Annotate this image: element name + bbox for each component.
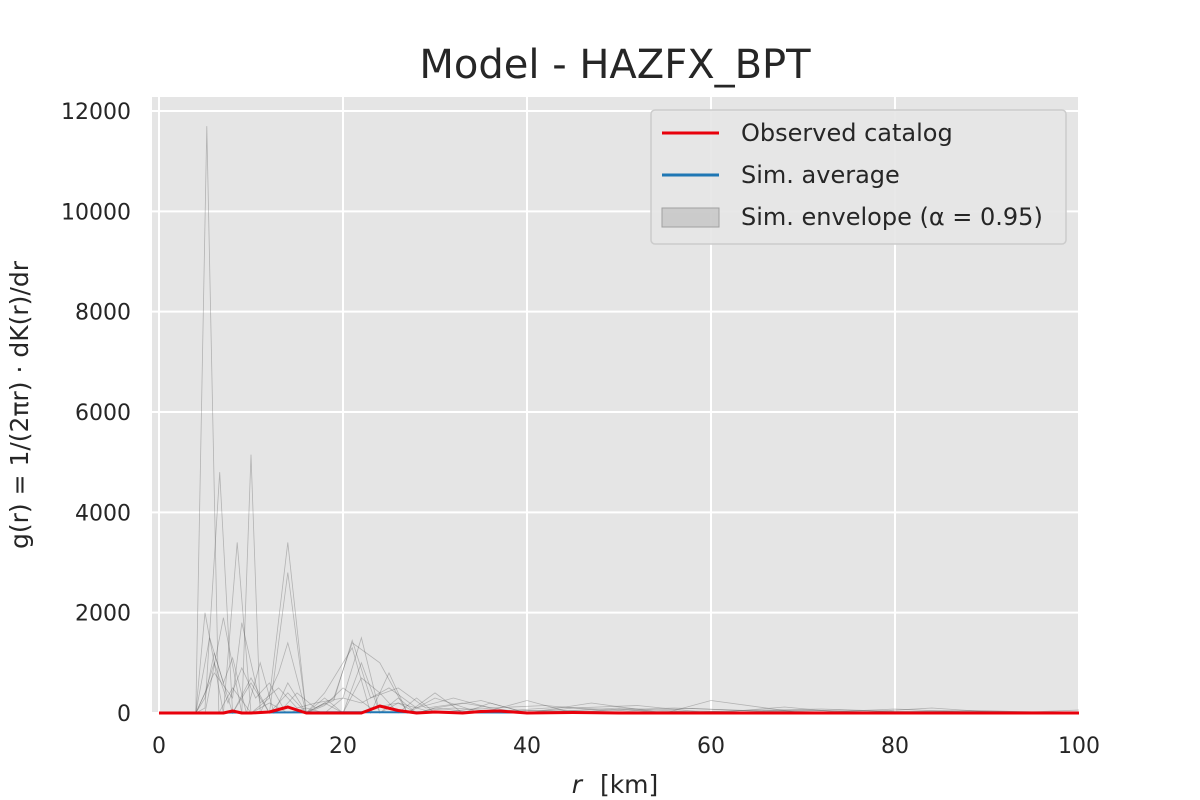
simulation-line xyxy=(159,454,1080,715)
legend-patch-swatch xyxy=(661,207,720,228)
y-tick-label: 10000 xyxy=(61,200,131,225)
y-tick-label: 12000 xyxy=(61,100,131,125)
grid-lines xyxy=(152,97,1080,714)
legend-entries: Observed catalog Sim. average Sim. envelop… xyxy=(661,119,1043,231)
legend-label: Sim. envelope (α = 0.95) xyxy=(741,203,1043,231)
x-axis-label: r [km] xyxy=(572,770,659,799)
series-line xyxy=(159,704,1079,715)
y-tick-labels: 0 2000 4000 6000 8000 10000 12000 xyxy=(61,100,131,727)
simulation-line xyxy=(159,637,1080,715)
x-tick-label: 100 xyxy=(1058,734,1100,759)
legend: Observed catalog Sim. average Sim. envelop… xyxy=(650,109,1067,245)
simulation-line xyxy=(159,622,1080,714)
x-axis-unit: [km] xyxy=(600,770,658,799)
x-tick-label: 60 xyxy=(697,734,725,759)
series-lines xyxy=(158,704,1079,715)
simulation-lines xyxy=(159,126,1080,715)
x-tick-label: 80 xyxy=(881,734,909,759)
chart-title: Model - HAZFX_BPT xyxy=(419,42,811,88)
y-tick-label: 0 xyxy=(117,702,131,727)
y-tick-label: 2000 xyxy=(75,602,131,627)
x-tick-label: 20 xyxy=(329,734,357,759)
y-axis-label: g(r) = 1/(2πr) · dK(r)/dr xyxy=(5,260,34,549)
legend-label: Observed catalog xyxy=(741,119,953,147)
x-tick-labels: 0 20 40 60 80 100 xyxy=(152,734,1100,759)
legend-box xyxy=(650,109,1067,245)
simulation-line xyxy=(159,638,1080,714)
y-tick-label: 8000 xyxy=(75,301,131,326)
x-tick-label: 0 xyxy=(152,734,166,759)
simulation-line xyxy=(159,542,1080,714)
y-tick-label: 4000 xyxy=(75,501,131,526)
legend-label: Sim. average xyxy=(741,161,900,189)
y-tick-label: 6000 xyxy=(75,401,131,426)
x-tick-label: 40 xyxy=(513,734,541,759)
x-axis-variable: r xyxy=(572,770,584,799)
